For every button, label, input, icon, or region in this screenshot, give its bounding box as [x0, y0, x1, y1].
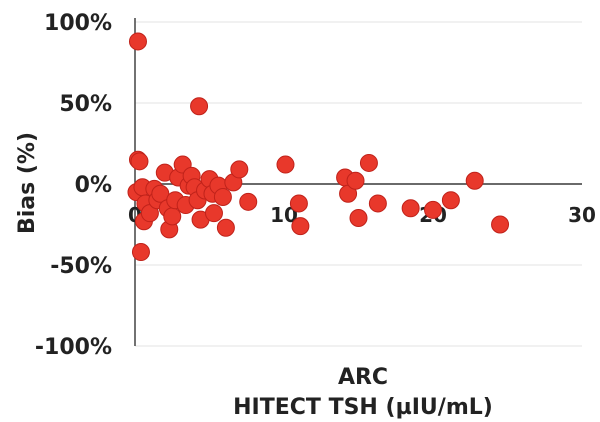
y-tick-label: -50% — [50, 254, 112, 279]
data-point — [465, 171, 484, 190]
data-point — [130, 152, 149, 171]
data-point — [239, 192, 258, 211]
data-point — [368, 194, 387, 213]
y-tick-label: 50% — [59, 92, 112, 117]
data-point — [346, 171, 365, 190]
data-point — [491, 215, 510, 234]
y-tick-labels: 100% 50% 0% -50% -100% — [35, 11, 112, 360]
gridlines — [135, 21, 582, 347]
data-point — [401, 199, 420, 218]
y-tick-label: 100% — [44, 11, 112, 36]
x-axis-label-line-2: HITECT TSH (µIU/mL) — [233, 395, 493, 420]
data-point — [204, 204, 223, 223]
data-point — [359, 153, 378, 172]
data-point — [213, 187, 232, 206]
data-point — [349, 209, 368, 228]
data-point — [424, 200, 442, 219]
data-point — [291, 217, 310, 236]
data-point — [441, 191, 460, 210]
y-tick-label: -100% — [35, 335, 112, 360]
data-point — [289, 194, 308, 213]
data-point — [128, 32, 147, 51]
data-point — [131, 243, 150, 262]
x-axis-label-line-1: ARC — [338, 365, 388, 390]
data-point — [163, 207, 182, 226]
data-point — [190, 97, 209, 116]
data-point — [151, 184, 170, 203]
x-tick-label: 30 — [568, 203, 596, 227]
data-point — [276, 155, 295, 174]
data-point — [230, 160, 249, 179]
data-point — [216, 218, 235, 237]
y-axis-label: Bias (%) — [15, 132, 40, 234]
data-points — [127, 32, 510, 262]
y-tick-label: 0% — [75, 173, 112, 198]
